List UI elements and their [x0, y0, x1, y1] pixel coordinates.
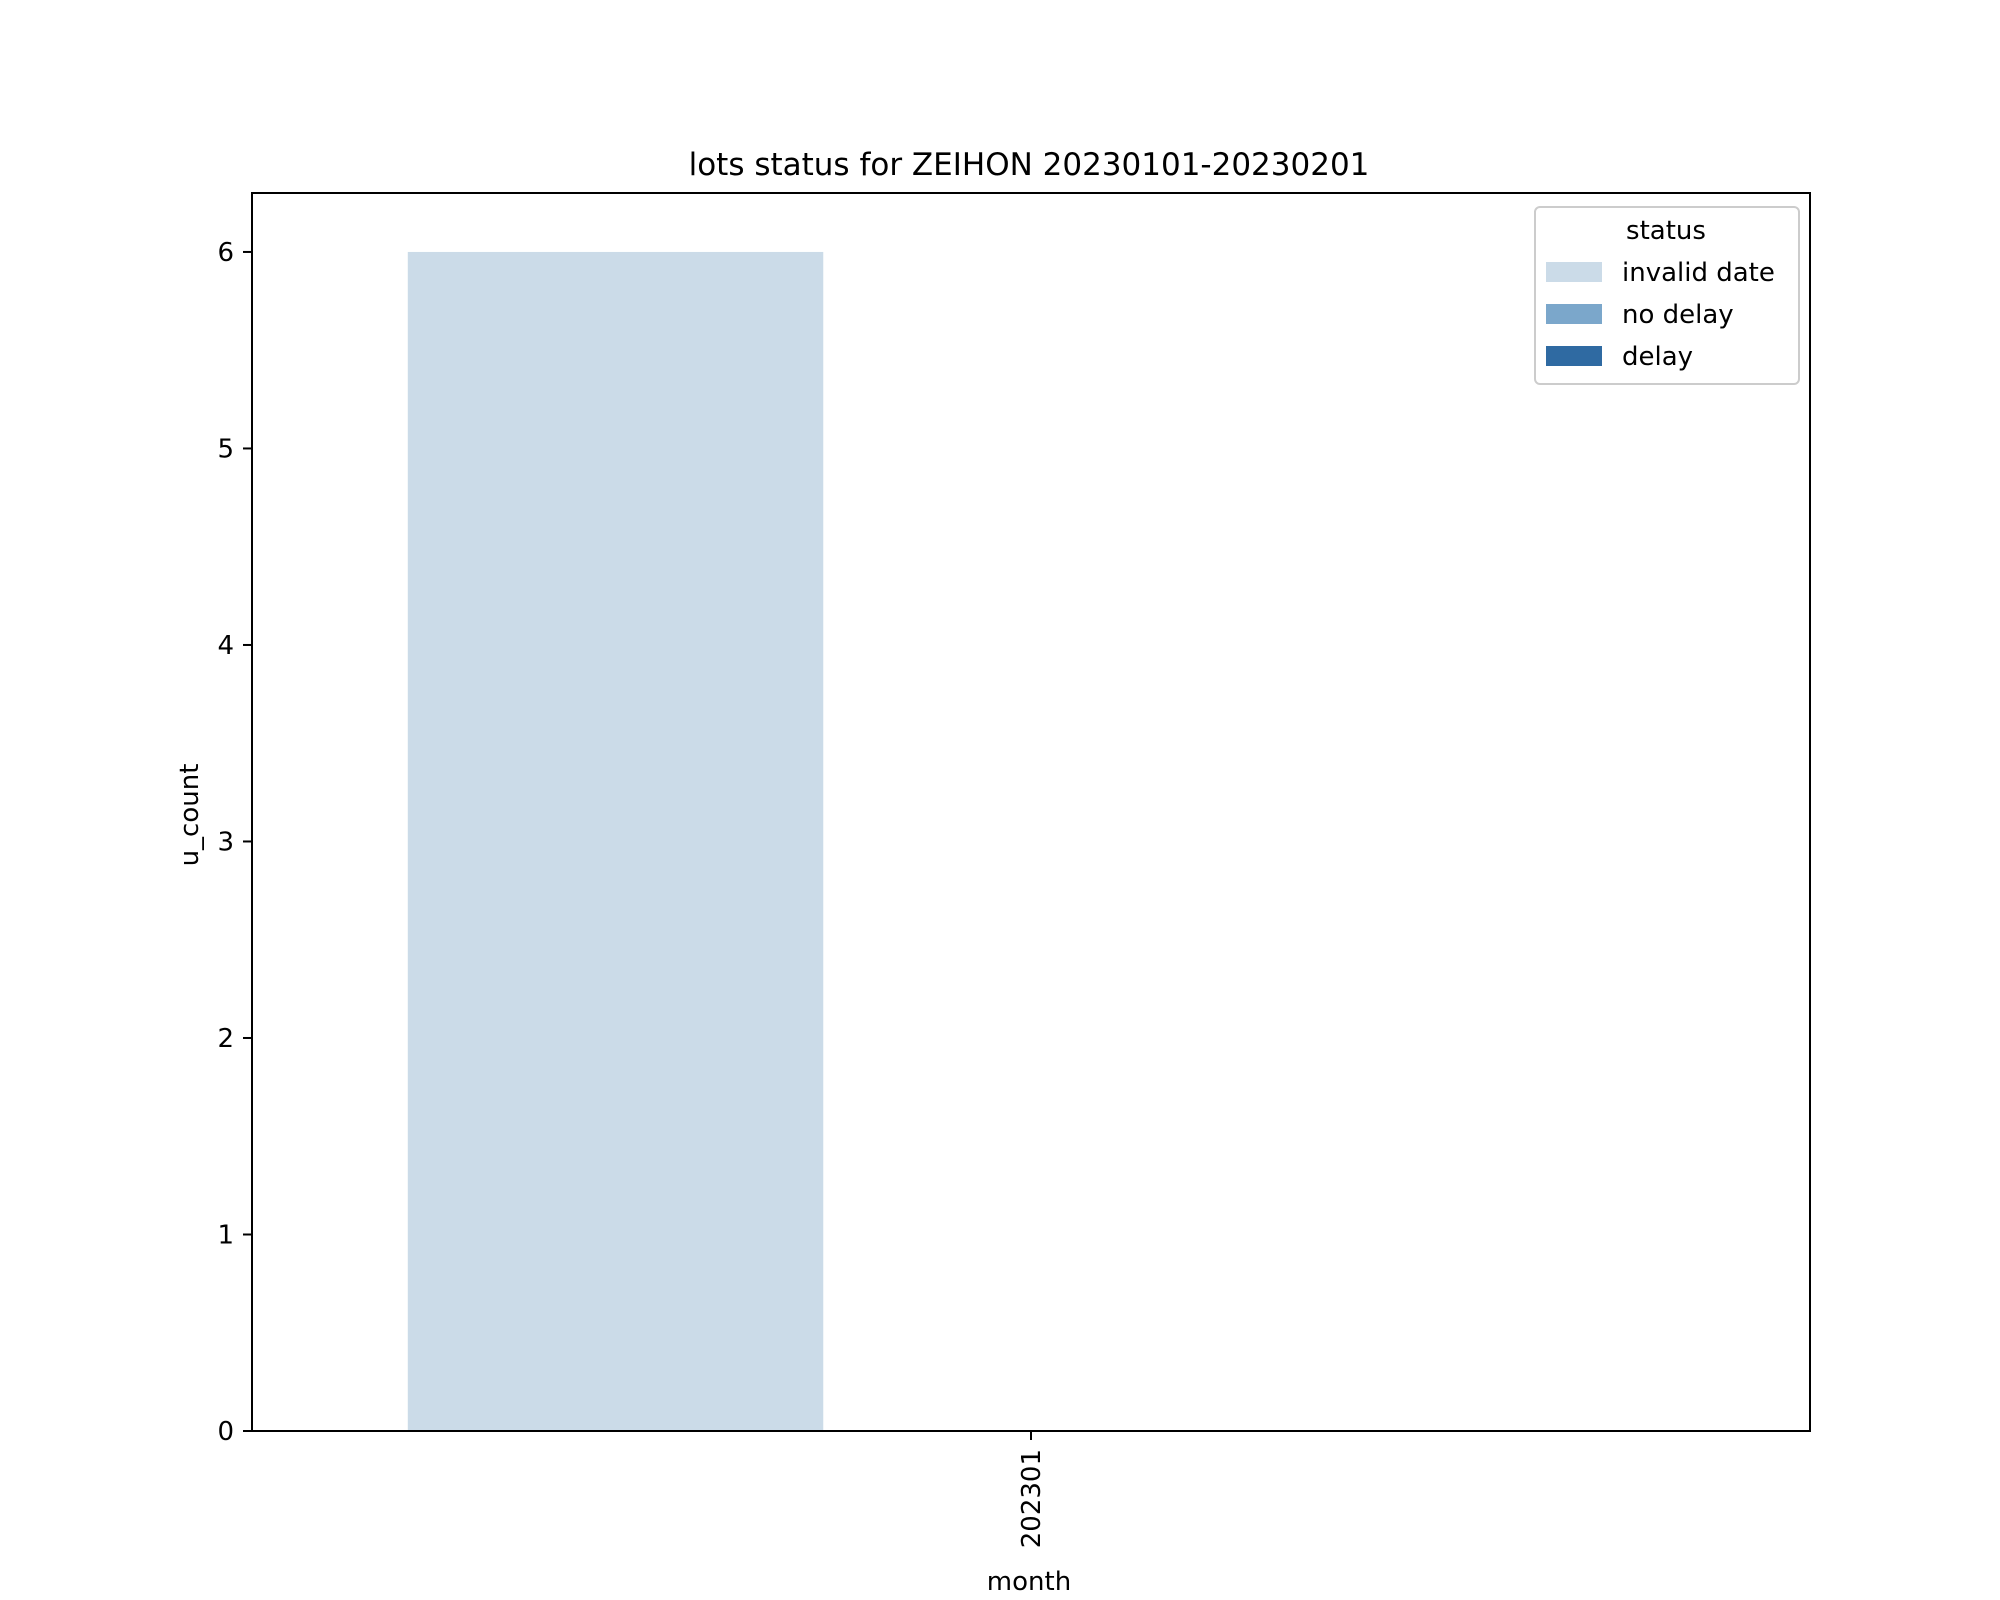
legend-label-delay: delay: [1622, 342, 1693, 372]
legend: status invalid date no delay delay: [1534, 206, 1800, 385]
y-tick-label: 4: [217, 631, 234, 661]
legend-swatch-no-delay: [1546, 304, 1602, 324]
chart-title: lots status for ZEIHON 20230101-20230201: [689, 147, 1370, 183]
legend-swatch-delay: [1546, 346, 1602, 366]
bar-invalid-date-202301: [407, 251, 824, 1431]
x-axis-label: month: [987, 1567, 1071, 1597]
y-tick-label: 0: [217, 1417, 234, 1447]
y-tick-label: 1: [217, 1220, 234, 1250]
x-tick-label: 202301: [1017, 1449, 1047, 1548]
y-tick-label: 5: [217, 434, 234, 464]
legend-swatch-invalid-date: [1546, 262, 1602, 282]
y-axis-ticks: 0 1 2 3 4 5 6: [217, 238, 252, 1447]
y-tick-label: 2: [217, 1024, 234, 1054]
legend-title: status: [1626, 216, 1706, 246]
legend-label-invalid-date: invalid date: [1622, 258, 1775, 288]
x-axis-ticks: 202301: [1017, 1431, 1047, 1548]
y-tick-label: 3: [217, 827, 234, 857]
bars-layer: [407, 251, 824, 1431]
legend-frame: [1534, 206, 1800, 385]
legend-items: invalid date no delay delay: [1546, 258, 1775, 372]
legend-label-no-delay: no delay: [1622, 300, 1734, 330]
y-tick-label: 6: [217, 238, 234, 268]
y-axis-label: u_count: [175, 764, 205, 867]
